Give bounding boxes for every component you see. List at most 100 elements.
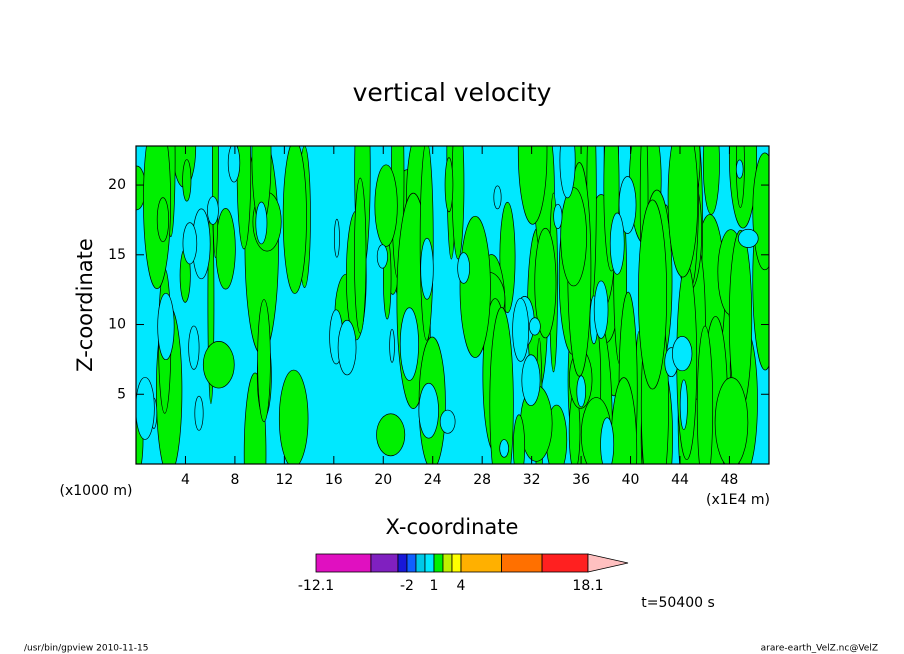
contour-region (202, 341, 235, 389)
contour-region (560, 187, 587, 287)
contour-region (499, 439, 509, 458)
contour-region (702, 146, 720, 215)
contour-region (714, 377, 749, 464)
contour-region (215, 207, 236, 290)
contour-region (444, 157, 454, 213)
colorbar-tick-label: 4 (457, 578, 466, 594)
time-label: t=50400 s (641, 595, 715, 611)
contour-region (376, 244, 388, 269)
x-tick-label: 44 (671, 472, 689, 488)
contour-region (528, 317, 541, 336)
footer-left: /usr/bin/gpview 2010-11-15 (24, 644, 148, 654)
contour-region (337, 319, 357, 376)
contour-region (735, 159, 744, 179)
x-tick-label: 48 (721, 472, 739, 488)
contour-region (451, 146, 465, 260)
contour-region (457, 252, 470, 284)
contour-region (420, 237, 434, 300)
contour-region (667, 146, 699, 278)
contour-region (600, 417, 615, 464)
y-tick-label: 15 (108, 247, 126, 263)
footer-right: arare-earth_VelZ.nc@VelZ (761, 644, 878, 654)
x-unit: (x1E4 m) (706, 492, 770, 508)
contour-region (459, 215, 491, 358)
x-axis-label: X-coordinate (386, 515, 519, 539)
y-tick-label: 5 (117, 386, 126, 402)
colorbar-tick-label: -2 (400, 578, 414, 594)
contour-region (672, 336, 693, 372)
contour-region (512, 414, 526, 464)
x-tick-label: 4 (181, 472, 190, 488)
contour-region (576, 375, 586, 408)
contour-region (282, 146, 307, 294)
contour-region (156, 197, 170, 243)
contour-region (638, 199, 668, 390)
x-tick-label: 28 (473, 472, 491, 488)
contour-region (374, 164, 398, 247)
contour-region (679, 379, 688, 430)
y-unit: (x1000 m) (60, 483, 133, 499)
contour-region (752, 152, 769, 271)
contour-region (618, 176, 637, 234)
contour-region (553, 203, 563, 230)
colorbar-segment (315, 553, 372, 573)
contour-region (376, 413, 406, 457)
colorbar-extension (587, 553, 629, 573)
x-tick-label: 8 (230, 472, 239, 488)
contour-region (278, 369, 309, 464)
contour-region (559, 146, 576, 199)
contour-region (489, 307, 514, 464)
contour-region (389, 328, 395, 363)
y-tick-label: 20 (108, 177, 126, 193)
plot-frame (135, 145, 770, 465)
colorbar-segment (415, 553, 426, 573)
colorbar-segment (451, 553, 462, 573)
colorbar-segment (442, 553, 453, 573)
contour-region (493, 185, 502, 210)
contour-region (696, 325, 714, 464)
contour-region (737, 228, 759, 248)
contour-region (521, 354, 541, 406)
colorbar-tick-label: 1 (430, 578, 439, 594)
colorbar-segment (370, 553, 399, 573)
contour-region (194, 395, 204, 431)
contour-region (257, 299, 271, 423)
colorbar-tick-label: 18.1 (572, 578, 603, 594)
contour-region (182, 159, 192, 202)
chart-title: vertical velocity (353, 78, 552, 107)
contour-region (227, 146, 241, 183)
contour-field (136, 146, 769, 464)
contour-region (207, 196, 219, 225)
colorbar-segment (501, 553, 543, 573)
x-tick-label: 36 (572, 472, 590, 488)
colorbar-segment (406, 553, 417, 573)
x-tick-label: 32 (523, 472, 541, 488)
contour-region (136, 165, 146, 211)
y-tick-label: 10 (108, 317, 126, 333)
contour-region (517, 146, 548, 225)
contour-region (143, 146, 171, 290)
contour-region (593, 280, 609, 339)
colorbar-segment (541, 553, 589, 573)
colorbar-tick-label: -12.1 (298, 578, 334, 594)
contour-region (439, 409, 456, 434)
contour-region (333, 218, 340, 258)
contour-region (136, 376, 155, 440)
x-tick-label: 24 (424, 472, 442, 488)
colorbar-segment (397, 553, 408, 573)
x-tick-label: 40 (622, 472, 640, 488)
contour-region (399, 307, 419, 381)
contour-region (212, 146, 219, 259)
contour-region (354, 177, 367, 334)
colorbar-segment (424, 553, 435, 573)
contour-region (188, 325, 200, 370)
contour-region (418, 382, 439, 439)
contour-region (182, 222, 198, 265)
contour-region (610, 377, 638, 464)
contour-region (157, 292, 175, 361)
x-tick-label: 16 (325, 472, 343, 488)
contour-region (512, 297, 530, 362)
contour-region (255, 201, 268, 245)
contour-region (534, 227, 557, 339)
